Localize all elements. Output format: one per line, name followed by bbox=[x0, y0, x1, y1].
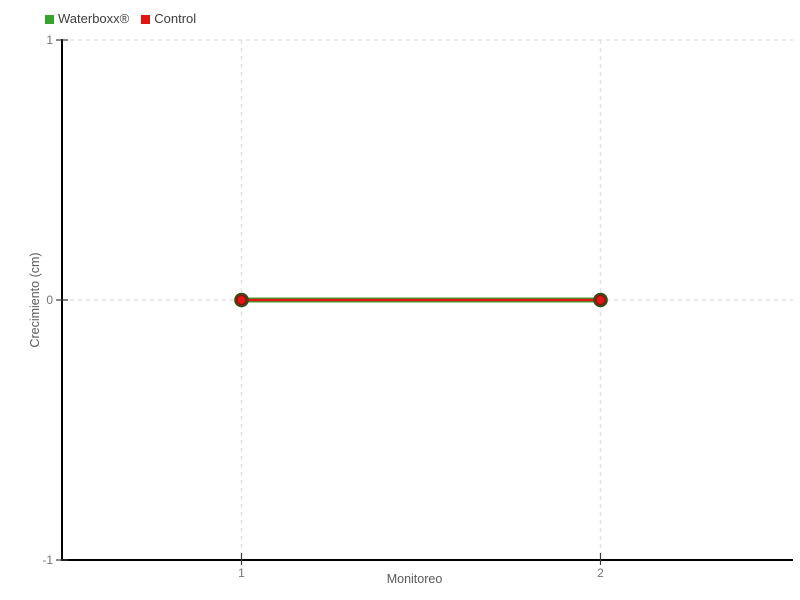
data-point bbox=[594, 294, 606, 306]
legend-item-control[interactable]: Control bbox=[141, 11, 196, 26]
legend-label: Control bbox=[154, 11, 197, 26]
legend-label: Waterboxx® bbox=[58, 11, 130, 26]
y-tick-label: -1 bbox=[42, 553, 53, 567]
x-axis-title: Monitoreo bbox=[387, 572, 443, 586]
x-tick-label: 1 bbox=[238, 566, 245, 580]
control-swatch-icon bbox=[141, 14, 151, 24]
legend-item-waterboxx[interactable]: Waterboxx® bbox=[45, 11, 129, 26]
y-axis-title: Crecimiento (cm) bbox=[28, 252, 42, 347]
y-tick-label: 1 bbox=[46, 33, 53, 47]
x-tick-label: 2 bbox=[597, 566, 604, 580]
data-point bbox=[236, 294, 248, 306]
waterboxx-swatch-icon bbox=[45, 14, 54, 24]
y-tick-label: 0 bbox=[46, 293, 53, 307]
chart-legend: Waterboxx® Control bbox=[45, 11, 196, 26]
